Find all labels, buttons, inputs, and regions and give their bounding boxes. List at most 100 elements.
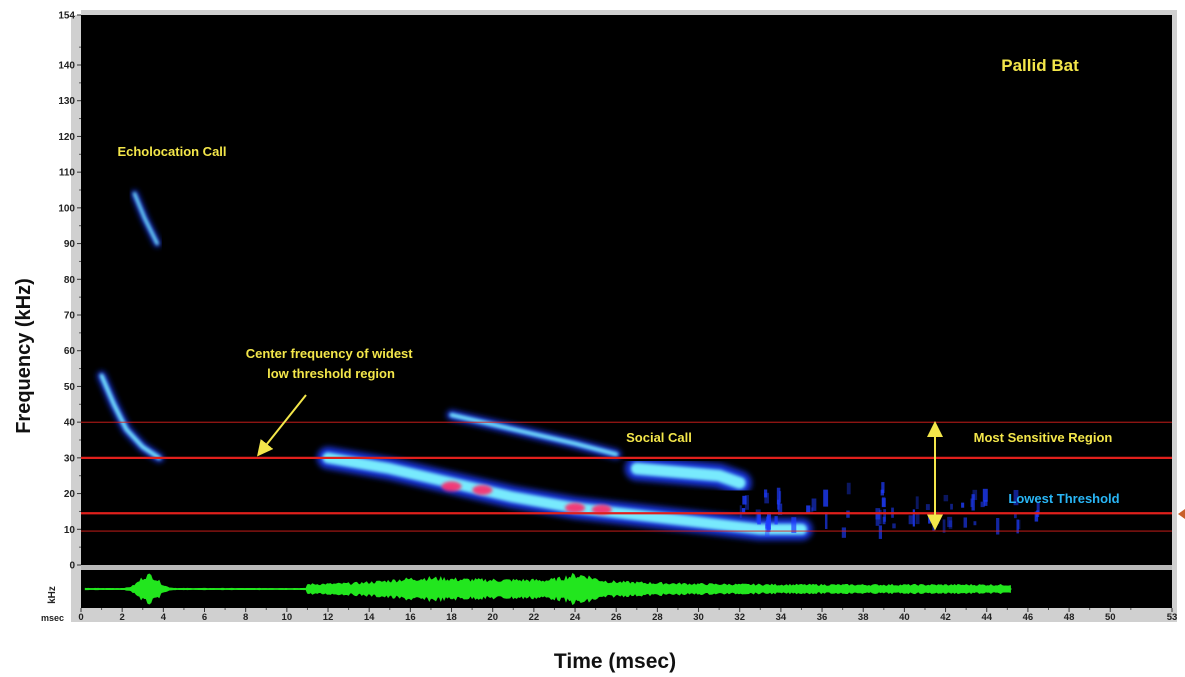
noise-mark [806, 505, 811, 514]
noise-mark [961, 502, 965, 508]
noise-mark [915, 496, 919, 509]
x-tick-label: 14 [364, 612, 375, 623]
x-tick-label: 10 [282, 612, 293, 623]
noise-mark [764, 492, 769, 504]
top-border [81, 10, 1172, 15]
y-tick-label: 154 [58, 11, 75, 22]
spectrogram-plot-area [81, 15, 1172, 565]
noise-mark [776, 487, 781, 505]
x-tick-label: 0 [78, 612, 83, 623]
call-3-core [630, 462, 746, 489]
x-tick-label: 16 [405, 612, 416, 623]
noise-mark [883, 509, 887, 522]
noise-mark [824, 512, 828, 529]
x-axis-strip [71, 608, 1175, 622]
noise-mark [1013, 489, 1019, 506]
x-tick-label: 40 [899, 612, 910, 623]
social-call-label: Social Call [626, 430, 692, 445]
x-tick-label: 32 [734, 612, 745, 623]
noise-mark [767, 515, 770, 522]
y-tick-label: 30 [64, 453, 76, 464]
x-tick-label: 20 [487, 612, 498, 623]
x-tick-label: 46 [1023, 612, 1034, 623]
noise-mark [841, 527, 847, 538]
x-tick-label: 36 [817, 612, 828, 623]
chart-title: Pallid Bat [1001, 56, 1079, 75]
hotspot-0 [441, 481, 462, 492]
y-tick-label: 140 [58, 61, 75, 72]
noise-mark [1016, 519, 1019, 534]
y-tick-label: 110 [59, 168, 76, 179]
noise-mark [950, 503, 953, 510]
x-tick-label: 28 [652, 612, 663, 623]
y-tick-label: 20 [64, 489, 76, 500]
noise-mark [925, 504, 930, 511]
y-axis-strip [71, 15, 81, 622]
panel-divider [81, 565, 1172, 570]
noise-mark [980, 501, 985, 508]
noise-mark [823, 489, 829, 507]
y-axis-title: Frequency (kHz) [13, 278, 35, 434]
x-axis-title: Time (msec) [554, 650, 676, 673]
x-tick-label: 30 [693, 612, 704, 623]
noise-mark [915, 513, 920, 525]
lowest-threshold-marker [1178, 509, 1185, 519]
noise-mark [742, 495, 747, 505]
x-tick-label: 2 [120, 612, 125, 623]
lowest-threshold-label: Lowest Threshold [1008, 491, 1119, 506]
x-tick-label: 8 [243, 612, 248, 623]
noise-mark [791, 517, 797, 534]
noise-mark [996, 517, 1000, 535]
noise-mark [947, 516, 953, 528]
y-tick-label: 90 [64, 239, 76, 250]
y-tick-label: 70 [64, 311, 76, 322]
noise-mark [846, 482, 851, 495]
x-tick-label: 50 [1105, 612, 1116, 623]
noise-mark [741, 508, 746, 514]
noise-mark [1014, 513, 1017, 519]
call-1-core [133, 192, 159, 246]
x-tick-label: 12 [323, 612, 334, 623]
y-tick-label: 60 [64, 346, 76, 357]
y-tick-label: 10 [64, 525, 76, 536]
y-tick-label: 0 [69, 561, 75, 572]
reference-lines [81, 421, 1172, 532]
most-sensitive-region-label: Most Sensitive Region [974, 430, 1113, 445]
noise-mark [983, 500, 988, 506]
x-tick-label: 6 [202, 612, 207, 623]
x-tick-label: 24 [570, 612, 581, 623]
noise-mark [881, 496, 886, 507]
noise-mark [779, 491, 782, 503]
noise-mark [892, 523, 896, 529]
noise-mark [948, 520, 953, 529]
noise-mark [763, 489, 768, 498]
noise-mark [739, 505, 742, 519]
x-tick-label: 53 [1167, 612, 1178, 623]
noise-mark [972, 489, 978, 501]
y-tick-label: 50 [64, 382, 76, 393]
noise-mark [908, 515, 913, 525]
center-frequency-label: Center frequency of widest low threshold… [246, 346, 417, 381]
x-axis-ticks: 0 2 4 6 8 10 12 14 16 18 20 22 24 26 28 30 32 34 36 38 40 42 4… [78, 608, 1177, 623]
noise-mark [912, 509, 915, 527]
x-tick-label: 38 [858, 612, 869, 623]
noise-mark [757, 513, 761, 525]
y-axis-ticks: 0 10 20 30 40 50 60 70 80 90 100 110 120 130 140 154 [58, 11, 81, 572]
y-tick-label: 100 [58, 203, 75, 214]
noise-mark [928, 514, 931, 524]
y-tick-label: 40 [64, 418, 76, 429]
y-tick-label: 130 [58, 96, 75, 107]
noise-mark [963, 517, 968, 528]
noise-mark [811, 498, 817, 511]
noise-mark [878, 525, 883, 539]
noise-mark [1017, 519, 1021, 530]
waveform-x-unit: msec [41, 613, 64, 623]
x-tick-label: 22 [529, 612, 540, 623]
noise-mark [1036, 502, 1040, 515]
x-tick-label: 26 [611, 612, 622, 623]
noise-mark [943, 494, 949, 502]
noise-mark [744, 495, 749, 510]
x-tick-label: 18 [446, 612, 457, 623]
noise-mark [971, 494, 975, 511]
